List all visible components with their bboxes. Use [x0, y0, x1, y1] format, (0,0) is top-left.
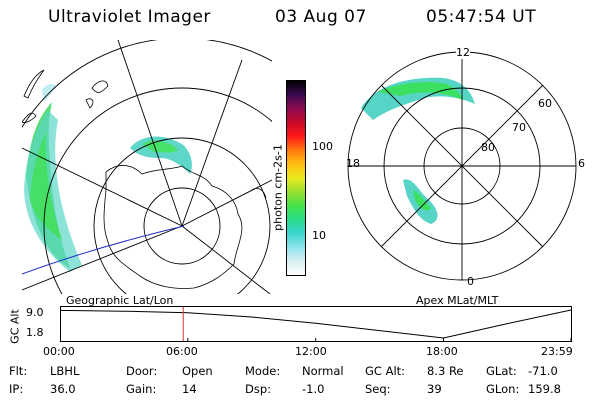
image-date: 03 Aug 07 [275, 7, 367, 27]
status-value: -71.0 [528, 364, 558, 378]
image-time: 05:47:54 UT [426, 7, 537, 27]
status-key: GC Alt: [365, 364, 406, 378]
status-key: Door: [126, 364, 158, 378]
alt-series-line [60, 309, 572, 339]
mlt-label-0: 0 [467, 275, 474, 288]
alt-ytick-top: 9.0 [26, 306, 44, 319]
apex-caption: Apex MLat/MLT [416, 294, 499, 307]
status-key: Seq: [365, 382, 391, 396]
status-value: Open [182, 364, 213, 378]
status-key: GLat: [486, 364, 517, 378]
alt-ylabel: GC Alt [8, 309, 22, 344]
colorbar-tick-10: 10 [312, 229, 326, 242]
alt-xtick-label: 06:00 [166, 345, 198, 358]
mlat-label-70: 70 [512, 121, 526, 134]
status-key: Flt: [9, 364, 28, 378]
alt-xtick-label: 23:59 [541, 345, 573, 358]
status-key: Dsp: [245, 382, 272, 396]
colorbar-unit-label: photon cm-2s-1 [271, 144, 285, 231]
status-key: Mode: [245, 364, 281, 378]
mlat-label-80: 80 [481, 141, 495, 154]
status-value: LBHL [50, 364, 80, 378]
status-value: 36.0 [50, 382, 76, 396]
geographic-caption: Geographic Lat/Lon [66, 294, 174, 307]
alt-xtick-label: 18:00 [426, 345, 458, 358]
alt-ytick-bottom: 1.8 [26, 326, 44, 339]
alt-xtick-label: 00:00 [43, 345, 75, 358]
altitude-chart [60, 306, 572, 342]
mlt-label-12: 12 [456, 46, 470, 59]
colorbar-gradient [286, 80, 306, 276]
mlat-label-60: 60 [538, 97, 552, 110]
aurora-emission-left [24, 83, 192, 272]
status-value: 8.3 Re [427, 364, 464, 378]
apex-polar-plot [347, 51, 577, 281]
status-key: GLon: [486, 382, 520, 396]
status-value: Normal [302, 364, 344, 378]
mlt-label-18: 18 [346, 157, 360, 170]
status-key: IP: [9, 382, 24, 396]
alt-xtick-label: 12:00 [295, 345, 327, 358]
status-value: 39 [427, 382, 442, 396]
mlt-label-6: 6 [578, 157, 585, 170]
status-value: -1.0 [302, 382, 325, 396]
geographic-map [22, 40, 272, 294]
instrument-title: Ultraviolet Imager [48, 7, 211, 27]
status-value: 14 [182, 382, 197, 396]
status-value: 159.8 [528, 382, 561, 396]
aurora-emission-right [361, 77, 475, 224]
colorbar-tick-100: 100 [312, 140, 333, 153]
status-key: Gain: [126, 382, 157, 396]
